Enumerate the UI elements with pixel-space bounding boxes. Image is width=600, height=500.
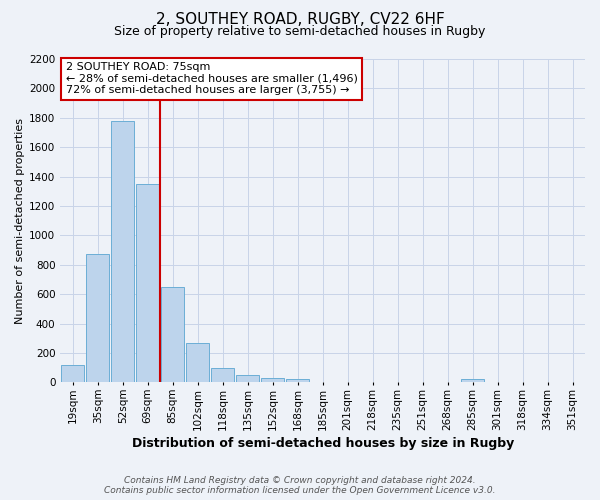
Bar: [211, 368, 234, 382]
Text: 2 SOUTHEY ROAD: 75sqm
← 28% of semi-detached houses are smaller (1,496)
72% of s: 2 SOUTHEY ROAD: 75sqm ← 28% of semi-deta…: [65, 62, 358, 96]
Text: Size of property relative to semi-detached houses in Rugby: Size of property relative to semi-detach…: [115, 25, 485, 38]
X-axis label: Distribution of semi-detached houses by size in Rugby: Distribution of semi-detached houses by …: [131, 437, 514, 450]
Bar: [161, 287, 184, 382]
Bar: [461, 380, 484, 382]
Bar: [261, 378, 284, 382]
Bar: [236, 375, 259, 382]
Bar: [111, 120, 134, 382]
Text: 2, SOUTHEY ROAD, RUGBY, CV22 6HF: 2, SOUTHEY ROAD, RUGBY, CV22 6HF: [155, 12, 445, 28]
Bar: [61, 364, 84, 382]
Text: Contains HM Land Registry data © Crown copyright and database right 2024.
Contai: Contains HM Land Registry data © Crown c…: [104, 476, 496, 495]
Bar: [186, 342, 209, 382]
Y-axis label: Number of semi-detached properties: Number of semi-detached properties: [15, 118, 25, 324]
Bar: [86, 254, 109, 382]
Bar: [286, 380, 309, 382]
Bar: [136, 184, 159, 382]
